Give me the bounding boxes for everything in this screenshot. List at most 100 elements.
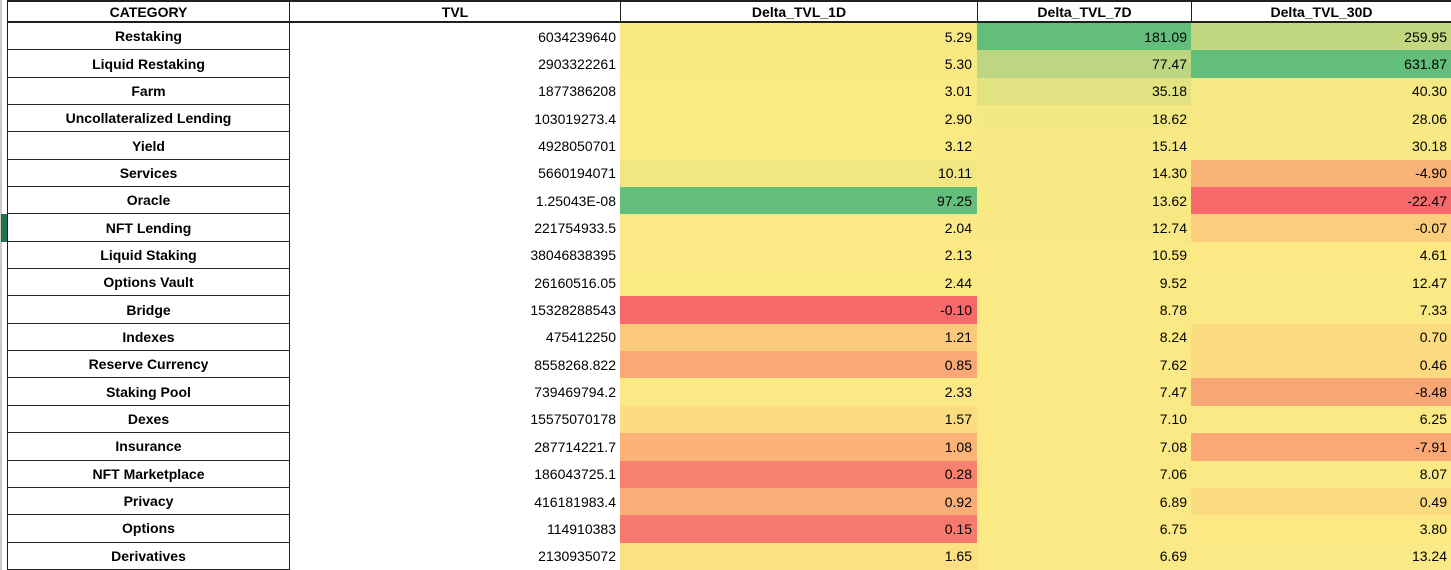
delta-tvl-7d-cell[interactable]: 8.24 — [977, 323, 1191, 352]
column-header-category[interactable]: CATEGORY — [7, 2, 290, 21]
delta-tvl-1d-cell[interactable]: 2.04 — [620, 214, 977, 242]
tvl-cell[interactable]: 287714221.7 — [534, 438, 616, 455]
delta-tvl-7d-cell[interactable]: 6.89 — [977, 487, 1191, 516]
delta-tvl-30d-cell[interactable]: 0.70 — [1191, 323, 1451, 352]
tvl-cell[interactable]: 2903322261 — [538, 56, 616, 73]
delta-tvl-7d-cell[interactable]: 6.69 — [977, 542, 1191, 570]
delta-tvl-1d-cell[interactable]: 97.25 — [620, 187, 977, 215]
delta-tvl-7d-cell[interactable]: 7.47 — [977, 378, 1191, 406]
delta-tvl-30d-cell[interactable]: 631.87 — [1191, 50, 1451, 78]
delta-tvl-1d-cell[interactable]: 1.08 — [620, 433, 977, 461]
delta-tvl-7d-cell[interactable]: 18.62 — [977, 105, 1191, 133]
delta-tvl-1d-cell[interactable]: 10.11 — [620, 159, 977, 188]
category-cell[interactable]: Oracle — [7, 187, 290, 215]
tvl-cell[interactable]: 221754933.5 — [534, 220, 616, 237]
tvl-cell[interactable]: 38046838395 — [530, 247, 616, 264]
category-cell[interactable]: Liquid Restaking — [7, 50, 290, 78]
delta-tvl-7d-cell[interactable]: 7.08 — [977, 433, 1191, 461]
delta-tvl-30d-cell[interactable]: 13.24 — [1191, 542, 1451, 570]
delta-tvl-7d-cell[interactable]: 181.09 — [977, 23, 1191, 51]
category-cell[interactable]: NFT Marketplace — [7, 460, 290, 488]
category-cell[interactable]: Farm — [7, 77, 290, 106]
delta-tvl-30d-cell[interactable]: 8.07 — [1191, 460, 1451, 488]
delta-tvl-1d-cell[interactable]: 5.30 — [620, 50, 977, 78]
category-cell[interactable]: Dexes — [7, 405, 290, 434]
delta-tvl-7d-cell[interactable]: 12.74 — [977, 214, 1191, 242]
category-cell[interactable]: Options — [7, 515, 290, 543]
tvl-cell[interactable]: 114910383 — [546, 520, 616, 537]
delta-tvl-7d-cell[interactable]: 35.18 — [977, 77, 1191, 106]
column-header-delta-tvl-7d[interactable]: Delta_TVL_7D — [977, 2, 1191, 21]
delta-tvl-30d-cell[interactable]: -4.90 — [1191, 159, 1451, 188]
tvl-cell[interactable]: 475412250 — [545, 329, 616, 346]
delta-tvl-1d-cell[interactable]: -0.10 — [620, 296, 977, 324]
category-cell[interactable]: Staking Pool — [7, 378, 290, 406]
column-header-tvl[interactable]: TVL — [441, 3, 469, 20]
delta-tvl-7d-cell[interactable]: 9.52 — [977, 269, 1191, 297]
delta-tvl-30d-cell[interactable]: 12.47 — [1191, 269, 1451, 297]
tvl-cell[interactable]: 15328288543 — [530, 302, 616, 319]
delta-tvl-30d-cell[interactable]: 0.46 — [1191, 351, 1451, 379]
delta-tvl-7d-cell[interactable]: 13.62 — [977, 187, 1191, 215]
category-cell[interactable]: Liquid Staking — [7, 241, 290, 270]
delta-tvl-1d-cell[interactable]: 1.21 — [620, 323, 977, 352]
tvl-cell[interactable]: 26160516.05 — [534, 274, 616, 291]
delta-tvl-1d-cell[interactable]: 0.15 — [620, 515, 977, 543]
category-cell[interactable]: Privacy — [7, 487, 290, 516]
delta-tvl-30d-cell[interactable]: 40.30 — [1191, 77, 1451, 106]
tvl-cell[interactable]: 416181983.4 — [534, 493, 616, 510]
delta-tvl-1d-cell[interactable]: 2.33 — [620, 378, 977, 406]
delta-tvl-1d-cell[interactable]: 2.13 — [620, 241, 977, 270]
category-cell[interactable]: Insurance — [7, 433, 290, 461]
category-cell[interactable]: Options Vault — [7, 269, 290, 297]
delta-tvl-1d-cell[interactable]: 2.44 — [620, 269, 977, 297]
category-cell[interactable]: Indexes — [7, 323, 290, 352]
delta-tvl-1d-cell[interactable]: 2.90 — [620, 105, 977, 133]
column-header-delta-tvl-1d[interactable]: Delta_TVL_1D — [620, 2, 977, 21]
delta-tvl-7d-cell[interactable]: 77.47 — [977, 50, 1191, 78]
delta-tvl-30d-cell[interactable]: -0.07 — [1191, 214, 1451, 242]
tvl-cell[interactable]: 1.25043E-08 — [535, 192, 616, 209]
delta-tvl-7d-cell[interactable]: 14.30 — [977, 159, 1191, 188]
tvl-cell[interactable]: 4928050701 — [538, 138, 616, 155]
delta-tvl-30d-cell[interactable]: -7.91 — [1191, 433, 1451, 461]
delta-tvl-1d-cell[interactable]: 0.85 — [620, 351, 977, 379]
delta-tvl-30d-cell[interactable]: -8.48 — [1191, 378, 1451, 406]
delta-tvl-7d-cell[interactable]: 6.75 — [977, 515, 1191, 543]
delta-tvl-7d-cell[interactable]: 15.14 — [977, 132, 1191, 160]
category-cell[interactable]: Restaking — [7, 23, 290, 51]
delta-tvl-7d-cell[interactable]: 7.06 — [977, 460, 1191, 488]
delta-tvl-1d-cell[interactable]: 1.65 — [620, 542, 977, 570]
delta-tvl-7d-cell[interactable]: 10.59 — [977, 241, 1191, 270]
delta-tvl-30d-cell[interactable]: 28.06 — [1191, 105, 1451, 133]
delta-tvl-30d-cell[interactable]: 0.49 — [1191, 487, 1451, 516]
tvl-cell[interactable]: 1877386208 — [538, 83, 616, 100]
column-header-delta-tvl-30d[interactable]: Delta_TVL_30D — [1191, 2, 1451, 21]
delta-tvl-30d-cell[interactable]: 3.80 — [1191, 515, 1451, 543]
category-cell[interactable]: Bridge — [7, 296, 290, 324]
delta-tvl-30d-cell[interactable]: 30.18 — [1191, 132, 1451, 160]
category-cell[interactable]: NFT Lending — [7, 214, 290, 242]
delta-tvl-1d-cell[interactable]: 5.29 — [620, 23, 977, 51]
delta-tvl-1d-cell[interactable]: 0.28 — [620, 460, 977, 488]
category-cell[interactable]: Reserve Currency — [7, 351, 290, 379]
tvl-cell[interactable]: 15575070178 — [530, 411, 616, 428]
delta-tvl-7d-cell[interactable]: 7.10 — [977, 405, 1191, 434]
delta-tvl-7d-cell[interactable]: 8.78 — [977, 296, 1191, 324]
delta-tvl-7d-cell[interactable]: 7.62 — [977, 351, 1191, 379]
tvl-cell[interactable]: 186043725.1 — [534, 466, 616, 483]
delta-tvl-1d-cell[interactable]: 0.92 — [620, 487, 977, 516]
delta-tvl-30d-cell[interactable]: 7.33 — [1191, 296, 1451, 324]
delta-tvl-1d-cell[interactable]: 1.57 — [620, 405, 977, 434]
delta-tvl-30d-cell[interactable]: 6.25 — [1191, 405, 1451, 434]
delta-tvl-30d-cell[interactable]: 4.61 — [1191, 241, 1451, 270]
tvl-cell[interactable]: 8558268.822 — [534, 356, 616, 373]
tvl-cell[interactable]: 103019273.4 — [534, 110, 616, 127]
tvl-cell[interactable]: 5660194071 — [538, 165, 616, 182]
tvl-cell[interactable]: 2130935072 — [538, 548, 616, 565]
delta-tvl-30d-cell[interactable]: -22.47 — [1191, 187, 1451, 215]
tvl-cell[interactable]: 739469794.2 — [534, 384, 616, 401]
delta-tvl-1d-cell[interactable]: 3.12 — [620, 132, 977, 160]
tvl-cell[interactable]: 6034239640 — [538, 28, 616, 45]
category-cell[interactable]: Yield — [7, 132, 290, 160]
